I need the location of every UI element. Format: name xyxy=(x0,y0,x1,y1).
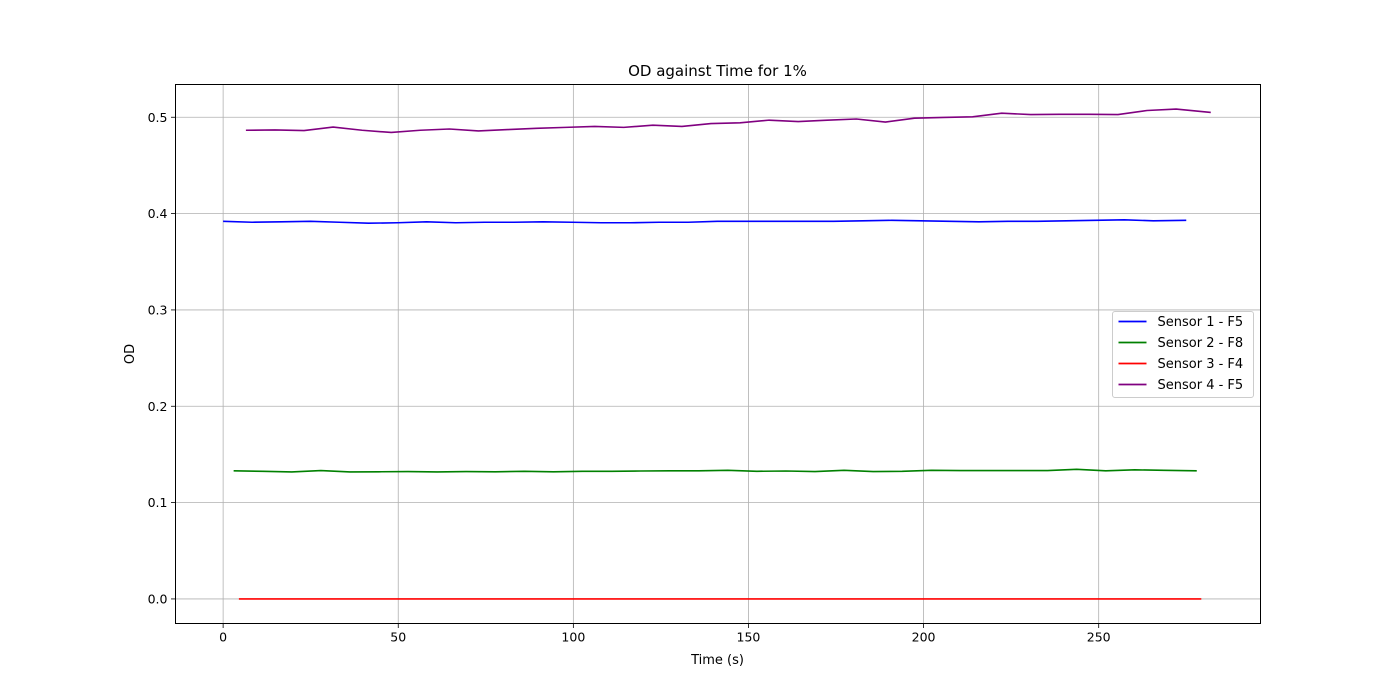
y-tick-label: 0.2 xyxy=(148,399,168,414)
series-lines xyxy=(223,108,1211,600)
y-axis-label: OD xyxy=(123,344,138,364)
x-tick-label: 250 xyxy=(1087,630,1111,645)
x-tick-label: 0 xyxy=(219,630,227,645)
x-axis-label: Time (s) xyxy=(690,653,744,668)
legend-label-sensor-3: Sensor 3 - F4 xyxy=(1158,357,1244,372)
legend-label-sensor-1: Sensor 1 - F5 xyxy=(1158,315,1244,330)
x-tick-label: 100 xyxy=(561,630,585,645)
axis-ticks: 0 50 100 150 200 250 0.0 0.1 0.2 0.3 0.4 0.5 xyxy=(148,110,1111,645)
legend-label-sensor-4: Sensor 4 - F5 xyxy=(1158,378,1244,393)
x-tick-label: 150 xyxy=(737,630,761,645)
series-line-sensor-1 xyxy=(223,219,1187,225)
legend: Sensor 1 - F5 Sensor 2 - F8 Sensor 3 - F4 S… xyxy=(1112,311,1254,398)
y-tick-label: 0.0 xyxy=(148,591,168,606)
y-tick-label: 0.5 xyxy=(148,110,168,125)
legend-label-sensor-2: Sensor 2 - F8 xyxy=(1158,336,1244,351)
x-tick-label: 200 xyxy=(912,630,936,645)
series-line-sensor-2 xyxy=(233,468,1197,473)
x-tick-label: 50 xyxy=(390,630,406,645)
y-tick-label: 0.4 xyxy=(148,206,168,221)
chart-title: OD against Time for 1% xyxy=(628,62,807,80)
legend-box xyxy=(1112,311,1254,398)
series-line-sensor-4 xyxy=(245,108,1211,134)
y-tick-label: 0.1 xyxy=(148,495,168,510)
y-tick-label: 0.3 xyxy=(148,302,168,317)
plot-frame xyxy=(175,84,1261,624)
